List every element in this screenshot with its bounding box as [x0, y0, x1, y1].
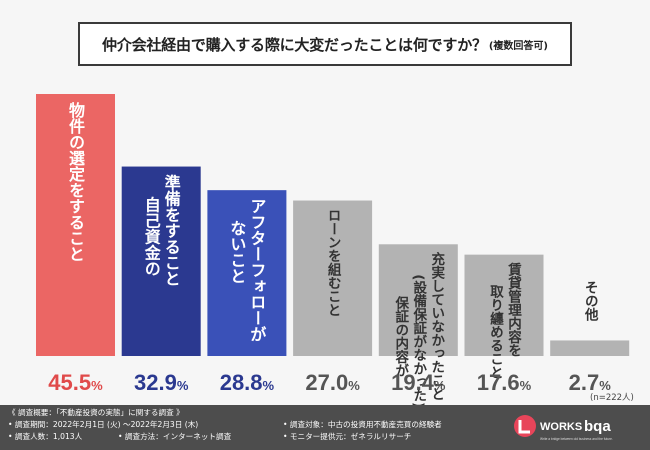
footer-line-3: • 調査対象：中古の投資用不動産売買の経験者 — [283, 420, 442, 429]
footer-line-1: 《 調査概要：「不動産投資の実態」に関する調査 》 — [8, 408, 184, 417]
chart-title-main: 仲介会社経由で購入する際に大変だったことは何ですか？ — [102, 35, 487, 54]
works-bqa-logo: WORKS bqa Write a bridge between old bus… — [514, 415, 613, 441]
bar-1 — [36, 94, 115, 356]
bar-label-1-line-1: 物件の選定をすること — [66, 101, 86, 262]
value-label-1: 45.5% — [48, 370, 103, 395]
logo-tagline: Write a bridge between old business and … — [540, 437, 613, 441]
footer-line-2: • 調査期間：2022年2月1日 (火) ～2022年2月3日 (木) — [8, 420, 199, 429]
bar-6 — [464, 254, 544, 356]
bar-7 — [550, 340, 630, 356]
bar-label-2-line-2: 自己資金の — [142, 196, 162, 277]
bar-label-4-line-1: ローンを組むこと — [325, 209, 342, 317]
bar-label-6-line-2: 取り纏めること — [487, 285, 504, 380]
footer-line-5: • 調査方法：インターネット調査 — [118, 432, 232, 441]
value-label-7: 2.7% — [569, 370, 612, 395]
value-label-2: 32.9% — [134, 370, 189, 395]
bar-label-5-line-2: (設備保証がなかった) — [410, 274, 428, 408]
bar-4 — [293, 200, 373, 356]
survey-footer — [0, 405, 650, 450]
bar-label-3-line-2: ないこと — [227, 220, 246, 284]
bar-5 — [378, 244, 458, 356]
bar-3 — [207, 190, 287, 356]
bar-label-5-line-1: 充実していなかったこと — [428, 251, 445, 401]
chart-title-sub: (複数回答可) — [488, 40, 548, 52]
value-label-4: 27.0% — [305, 370, 360, 395]
footer-line-6: • モニター提供元：ゼネラルリサーチ — [283, 432, 412, 441]
bar-label-6-line-1: 賃貸管理内容を — [505, 262, 523, 358]
logo-bqa-text: bqa — [584, 418, 611, 435]
bar-label-5-line-3: 保証の内容が — [392, 295, 410, 378]
value-label-6: 17.6% — [477, 370, 532, 395]
value-label-3: 28.8% — [220, 370, 275, 395]
chart-title: 仲介会社経由で購入する際に大変だったことは何ですか？ (複数回答可) — [78, 22, 572, 66]
footer-line-4: • 調査人数：1,013人 — [8, 432, 83, 441]
logo-mark-icon — [514, 415, 536, 437]
bar-2 — [121, 166, 201, 356]
bar-label-3-line-1: アフターフォローが — [247, 198, 266, 342]
value-label-5: 19.4% — [391, 370, 446, 395]
logo-works-text: WORKS — [540, 421, 582, 433]
bar-label-2-line-1: 準備をすること — [162, 174, 181, 287]
bar-label-7-line-1: その他 — [582, 280, 600, 322]
sample-size-note: (n=222人) — [590, 393, 634, 403]
